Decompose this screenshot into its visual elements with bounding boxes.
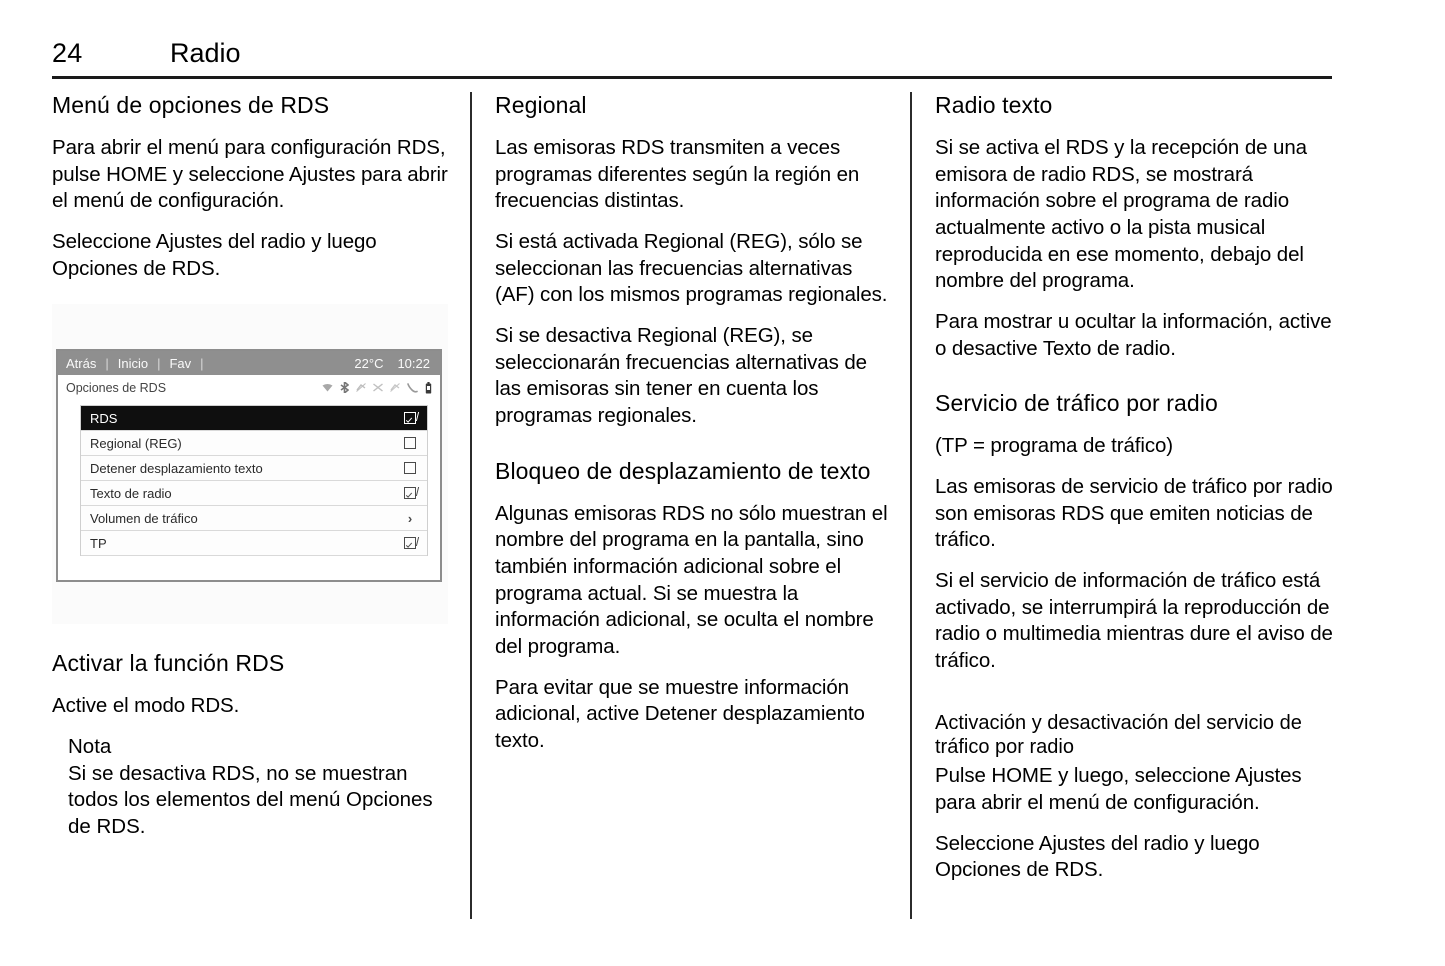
section-title-regional: Regional [495,92,587,118]
section-title-radio-text: Radio texto [935,92,1053,118]
phone-icon [407,383,418,393]
shuffle-icon [373,383,383,392]
subsection-title-traffic-toggle: Activación y desactivación del servicio … [935,711,1302,758]
list-item-control[interactable] [401,462,419,475]
paragraph: Para abrir el menú para configuración RD… [52,136,448,213]
list-item-control[interactable] [401,487,419,500]
list-item-control[interactable] [401,412,419,425]
section-title-traffic-service: Servicio de tráfico por radio [935,390,1218,417]
paragraph: Seleccione Ajustes del radio y luego Opc… [52,230,377,280]
temperature-readout: 22°C [354,355,384,371]
radio-screen: Atrás | Inicio | Fav | 22°C 10:22 Opcion… [56,349,442,583]
back-button[interactable]: Atrás [66,355,97,371]
column-middle: Regional Las emisoras RDS transmiten a v… [495,92,895,754]
repeat-off-icon [356,383,366,393]
fav-button[interactable]: Fav [169,355,192,371]
column-right: Radio texto Si se activa el RDS y la rec… [935,92,1335,884]
paragraph: Las emisoras de servicio de tráfico por … [935,475,1333,552]
list-item[interactable]: Detener desplazamiento texto [81,456,427,482]
list-item-label: Regional (REG) [90,435,182,451]
paragraph: Si está activada Regional (REG), sólo se… [495,230,888,307]
paragraph: Para evitar que se muestre información a… [495,675,865,752]
battery-icon [425,381,432,394]
list-item[interactable]: Texto de radio [81,481,427,507]
checkbox-unchecked-icon[interactable] [404,462,416,475]
column-divider-2 [910,92,912,919]
list-item[interactable]: Volumen de tráfico › [81,506,427,532]
section-title-activate-rds: Activar la función RDS [52,650,285,677]
list-item-label: Detener desplazamiento texto [90,460,263,476]
checkbox-unchecked-icon[interactable] [404,437,416,450]
bluetooth-icon [340,382,349,394]
checkbox-checked-icon[interactable] [404,487,416,500]
chevron-right-icon[interactable]: › [407,510,413,526]
list-item-control[interactable]: › [401,512,419,525]
paragraph: Si se activa el RDS y la recepción de un… [935,136,1307,293]
topbar-separator: | [105,355,109,371]
note-heading: Nota [68,735,112,759]
checkbox-checked-icon[interactable] [404,537,416,550]
mute-icon [390,383,400,393]
header-rule [52,76,1332,79]
section-title-text-scroll-lock: Bloqueo de desplazamiento de texto [495,457,871,484]
figure-rds-options-screenshot: Atrás | Inicio | Fav | 22°C 10:22 Opcion… [52,304,448,625]
list-item[interactable]: TP [81,531,427,557]
column-left: Menú de opciones de RDS Para abrir el me… [52,92,452,841]
list-item-label: Texto de radio [90,485,172,501]
radio-topbar: Atrás | Inicio | Fav | 22°C 10:22 [58,351,440,376]
note-body: Si se desactiva RDS, no se muestran todo… [68,761,433,839]
paragraph: Active el modo RDS. [52,694,240,718]
status-icon-tray [322,375,432,400]
paragraph: Si se desactiva Regional (REG), se selec… [495,323,867,427]
paragraph: Pulse HOME y luego, seleccione Ajustes p… [935,764,1302,814]
page-number: 24 [52,38,83,68]
list-item-control[interactable] [401,537,419,550]
list-item-control[interactable] [401,437,419,450]
section-title-rds-options: Menú de opciones de RDS [52,92,330,118]
topbar-separator: | [157,355,161,371]
paragraph: (TP = programa de tráfico) [935,434,1173,458]
radio-screen-title: Opciones de RDS [66,380,167,395]
list-item[interactable]: RDS [81,406,427,432]
list-item-label: Volumen de tráfico [90,510,198,526]
page-header: 24 Radio [52,38,1332,78]
column-divider-1 [470,92,472,919]
paragraph: Algunas emisoras RDS no sólo muestran el… [495,501,888,658]
topbar-separator: | [200,355,204,371]
wifi-icon [322,383,333,392]
note-block: Nota Si se desactiva RDS, no se muestran… [68,734,452,841]
list-item[interactable]: Regional (REG) [81,431,427,457]
rds-options-list: RDS Regional (REG) Detener desplazamient… [80,405,428,557]
list-item-label: TP [90,535,107,551]
home-button[interactable]: Inicio [117,355,149,371]
page-columns: Menú de opciones de RDS Para abrir el me… [0,92,1445,942]
paragraph: Las emisoras RDS transmiten a veces prog… [495,136,860,213]
paragraph: Seleccione Ajustes del radio y luego Opc… [935,831,1260,882]
radio-subbar: Opciones de RDS [58,375,440,401]
clock-readout: 10:22 [397,355,430,371]
paragraph: Si el servicio de información de tráfico… [935,568,1333,672]
chapter-title: Radio [170,38,241,68]
paragraph: Para mostrar u ocultar la información, a… [935,309,1332,360]
checkbox-checked-icon[interactable] [404,412,416,425]
list-item-label: RDS [90,410,118,426]
